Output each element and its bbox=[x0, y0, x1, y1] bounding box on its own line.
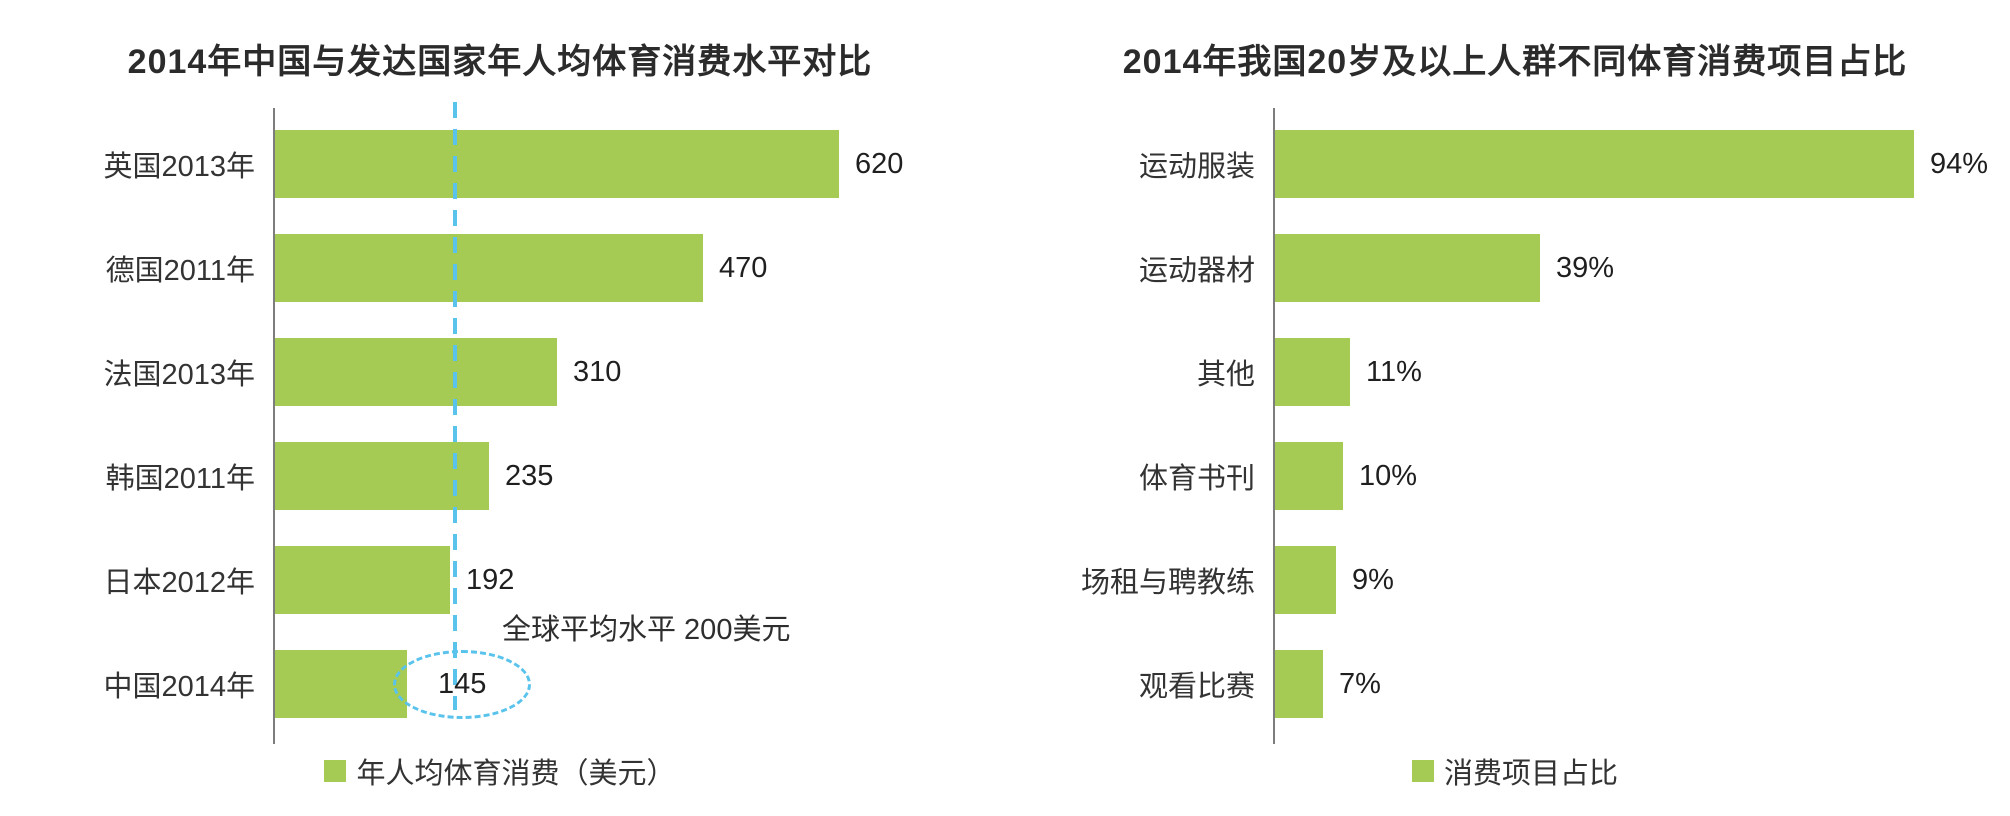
category-label: 日本2012年 bbox=[103, 567, 255, 599]
category-label: 观看比赛 bbox=[1138, 671, 1255, 703]
bar bbox=[275, 130, 839, 198]
bar bbox=[275, 338, 557, 406]
category-label: 韩国2011年 bbox=[105, 463, 255, 495]
chart-row: 英国2013年 620 bbox=[40, 112, 960, 216]
chart-row: 体育书刊 10% bbox=[1040, 424, 1990, 528]
value-label: 470 bbox=[719, 251, 768, 284]
value-label: 192 bbox=[466, 563, 515, 596]
category-label: 法国2013年 bbox=[103, 359, 255, 391]
category-label: 体育书刊 bbox=[1138, 463, 1255, 495]
bar bbox=[1275, 650, 1323, 718]
legend-swatch bbox=[1411, 760, 1434, 782]
chart-row: 德国2011年 470 bbox=[40, 216, 960, 320]
legend-label: 消费项目占比 bbox=[1443, 758, 1618, 790]
chart-row: 日本2012年 192 bbox=[40, 528, 960, 632]
global-average-reference-line bbox=[453, 102, 457, 710]
bar bbox=[1275, 130, 1914, 198]
value-label: 39% bbox=[1556, 251, 1615, 284]
category-label: 德国2011年 bbox=[105, 255, 255, 287]
bar-rows: 运动服装 94% 运动器材 39% 其他 11% 体育书刊 10% 场租与聘教练 9% 观看比赛 7% bbox=[1040, 112, 1990, 736]
bar bbox=[275, 546, 450, 614]
value-label-highlighted: 145 bbox=[393, 649, 532, 719]
value-label: 94% bbox=[1930, 147, 1989, 180]
chart-row: 中国2014年 145 bbox=[40, 632, 960, 736]
value-label: 11% bbox=[1366, 355, 1422, 388]
legend: 消费项目占比 bbox=[1040, 750, 1990, 792]
bar bbox=[275, 234, 703, 302]
category-label: 中国2014年 bbox=[103, 671, 255, 703]
value-label: 7% bbox=[1339, 667, 1381, 700]
category-label: 英国2013年 bbox=[103, 151, 255, 183]
value-label: 235 bbox=[505, 459, 554, 492]
chart-title: 2014年中国与发达国家年人均体育消费水平对比 bbox=[127, 43, 873, 81]
chart-row: 场租与聘教练 9% bbox=[1040, 528, 1990, 632]
bar bbox=[275, 650, 407, 718]
value-label: 10% bbox=[1359, 459, 1418, 492]
bar bbox=[1275, 234, 1540, 302]
chart-row: 运动服装 94% bbox=[1040, 112, 1990, 216]
category-label: 运动器材 bbox=[1138, 255, 1255, 287]
chart-row: 运动器材 39% bbox=[1040, 216, 1990, 320]
legend: 年人均体育消费（美元） bbox=[40, 750, 960, 792]
value-label: 310 bbox=[573, 355, 622, 388]
value-label: 620 bbox=[855, 147, 904, 180]
chart-title: 2014年我国20岁及以上人群不同体育消费项目占比 bbox=[1122, 43, 1908, 81]
category-label: 场租与聘教练 bbox=[1080, 567, 1255, 599]
legend-swatch bbox=[324, 760, 347, 782]
chart-row: 其他 11% bbox=[1040, 320, 1990, 424]
plot-area: 运动服装 94% 运动器材 39% 其他 11% 体育书刊 10% 场租与聘教练 9% 观看比赛 7% bbox=[1040, 108, 1990, 744]
bar bbox=[1275, 338, 1350, 406]
y-axis-line bbox=[1273, 108, 1275, 744]
y-axis-line bbox=[273, 108, 275, 744]
chart-row: 观看比赛 7% bbox=[1040, 632, 1990, 736]
chart-row: 韩国2011年 235 bbox=[40, 424, 960, 528]
bar bbox=[1275, 442, 1343, 510]
value-label: 9% bbox=[1352, 563, 1394, 596]
category-label: 运动服装 bbox=[1138, 151, 1255, 183]
global-average-annotation: 全球平均水平 200美元 bbox=[502, 614, 791, 646]
legend-label: 年人均体育消费（美元） bbox=[356, 758, 676, 790]
category-label: 其他 bbox=[1196, 359, 1255, 391]
chart-row: 法国2013年 310 bbox=[40, 320, 960, 424]
bar bbox=[1275, 546, 1336, 614]
plot-area: 英国2013年 620 德国2011年 470 法国2013年 310 韩国2011年 235… bbox=[40, 102, 960, 744]
bar-rows: 英国2013年 620 德国2011年 470 法国2013年 310 韩国2011年 235… bbox=[40, 112, 960, 736]
